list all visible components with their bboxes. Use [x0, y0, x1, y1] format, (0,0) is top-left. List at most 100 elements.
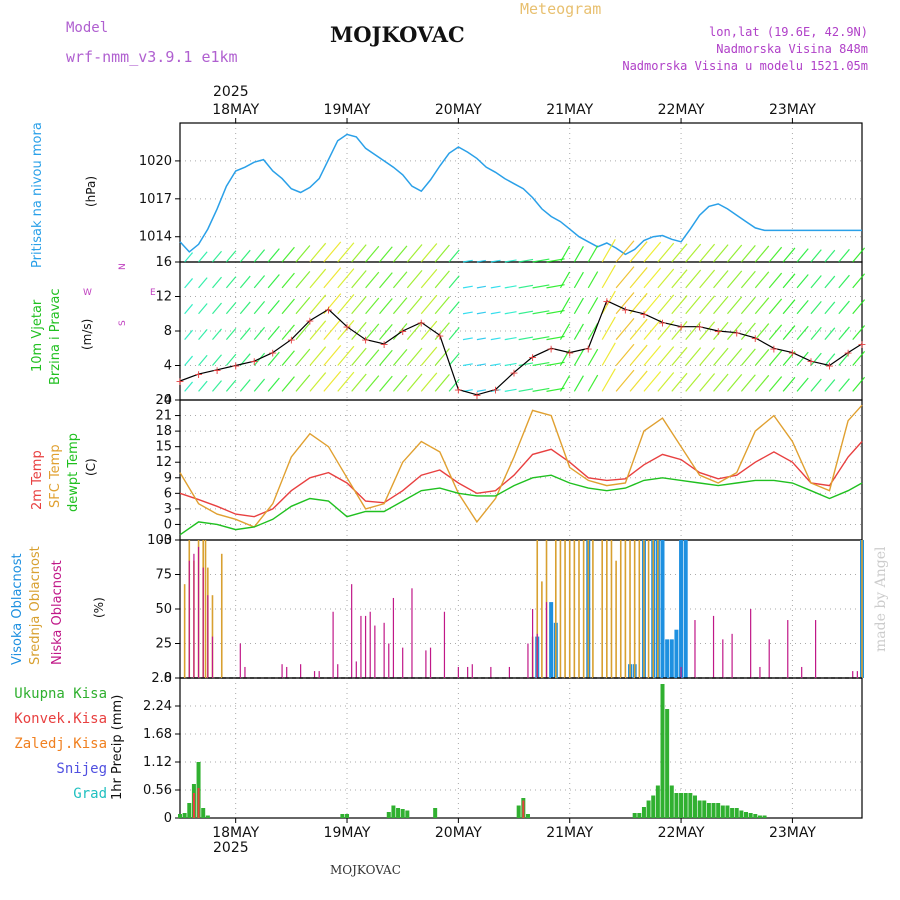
precip-conv-bar [197, 788, 200, 818]
wind-arrow [518, 310, 534, 315]
wind-arrow [810, 378, 822, 392]
wind-speed-marker: + [380, 338, 389, 351]
wind-arrow [782, 247, 796, 263]
wind-speed-marker: + [732, 327, 741, 340]
wind-arrow [490, 389, 501, 392]
precip-total-bar [688, 793, 693, 818]
wind-arrow [462, 337, 473, 341]
y-tick-label: 12 [155, 290, 172, 305]
precip-total-bar [702, 800, 707, 818]
wind-arrow [406, 347, 423, 366]
wind-arrow [810, 352, 822, 366]
cloud-low-bar [425, 650, 427, 678]
wind-arrow [462, 259, 473, 263]
wind-speed-marker: + [324, 303, 333, 316]
wind-arrow [351, 321, 367, 341]
wind-speed-marker: + [342, 321, 351, 334]
wind-arrow [420, 294, 438, 315]
altitude-label: Nadmorska Visina 848m [716, 42, 868, 56]
wind-arrow [559, 297, 571, 315]
wind-arrow [212, 276, 222, 289]
cloud-low-bar [313, 671, 316, 678]
wind-arrow [239, 327, 251, 341]
cloud-low-bar [536, 633, 538, 678]
precip-total-bar [679, 793, 684, 818]
meteogram-label: Meteogram [520, 0, 602, 18]
wind-arrow [740, 270, 756, 289]
wind-arrow [420, 372, 438, 392]
wind-arrow [379, 375, 393, 392]
y-tick-label: 100 [147, 533, 172, 548]
wind-arrow [504, 259, 517, 263]
y-tick-label: 0 [164, 811, 172, 826]
year-bottom: 2025 [213, 840, 249, 856]
wind-arrow [212, 328, 222, 341]
wind-speed-marker: + [843, 347, 852, 360]
wind-arrow [504, 285, 517, 289]
precip-total-bar [433, 808, 438, 818]
precip-total-bar [711, 803, 716, 818]
precip-hail-label: Grad [73, 786, 107, 802]
wind-arrow [726, 348, 743, 366]
precip-total-bar [697, 800, 702, 818]
x-day-label-top: 22MAY [658, 102, 705, 118]
cloud-high-bar [665, 639, 670, 678]
cloud-mid-bar [657, 540, 659, 678]
y-tick-label: 50 [155, 602, 172, 617]
wind-arrow [323, 267, 342, 289]
wind-arrow [699, 321, 716, 341]
precip-total-bar [730, 808, 735, 818]
y-tick-label: 3 [164, 502, 172, 517]
wind-arrow [587, 297, 599, 315]
cloud-mid-bar [861, 540, 863, 678]
wind-arrow [615, 292, 635, 315]
precip-conv-label: Konvek.Kisa [14, 711, 107, 727]
wind-arrow [267, 351, 280, 366]
wind-speed-line [179, 299, 863, 396]
wind-speed-marker: + [287, 334, 296, 347]
wind-arrow [462, 363, 473, 367]
wind-speed-marker: + [194, 368, 203, 381]
cloud-low-bar [411, 588, 413, 678]
wind-arrow [434, 322, 450, 341]
cloud-mid-bar [183, 584, 186, 678]
wind-arrow [379, 246, 393, 263]
wind-arrow [281, 298, 295, 315]
wind-arrow [448, 327, 460, 341]
wind-arrow [490, 363, 501, 367]
wind-arrow [518, 336, 534, 341]
wind-arrow [726, 296, 743, 315]
wind-arrow [337, 294, 355, 315]
model-label: Model [66, 20, 109, 36]
wind-speed-marker: + [621, 303, 630, 316]
wind-arrow [365, 271, 380, 289]
y-tick-label: 25 [155, 637, 172, 652]
wind-arrow [657, 268, 675, 289]
wind-arrow [699, 269, 716, 289]
cloud-mid-bar [220, 553, 223, 678]
wind-arrow [573, 349, 584, 366]
y-tick-label: 0 [164, 671, 172, 686]
x-day-label-top: 21MAY [546, 102, 593, 118]
wind-arrow [587, 374, 599, 392]
wind-arrow [754, 297, 770, 315]
cloud-mid-bar [536, 540, 539, 678]
wind-arrow [309, 242, 327, 263]
wind-arrow [532, 361, 550, 367]
wind-arrow [740, 244, 756, 263]
wind-arrow [601, 290, 616, 315]
cloud-low-bar [815, 620, 817, 678]
wind-arrow [323, 370, 342, 392]
wind-arrow [434, 348, 450, 366]
wind-arrow [281, 272, 295, 289]
precip-total-bar [725, 805, 730, 818]
precip-total-bar [205, 815, 210, 818]
cloud-mid-bar [564, 540, 566, 678]
wind-arrow [573, 297, 584, 315]
wind-arrow [212, 354, 222, 366]
precip-total-bar [345, 814, 350, 818]
cloud-low-bar [355, 661, 357, 678]
wind-speed-marker: + [491, 384, 500, 397]
compass-w: W [83, 288, 92, 298]
wind-arrow [420, 243, 438, 263]
